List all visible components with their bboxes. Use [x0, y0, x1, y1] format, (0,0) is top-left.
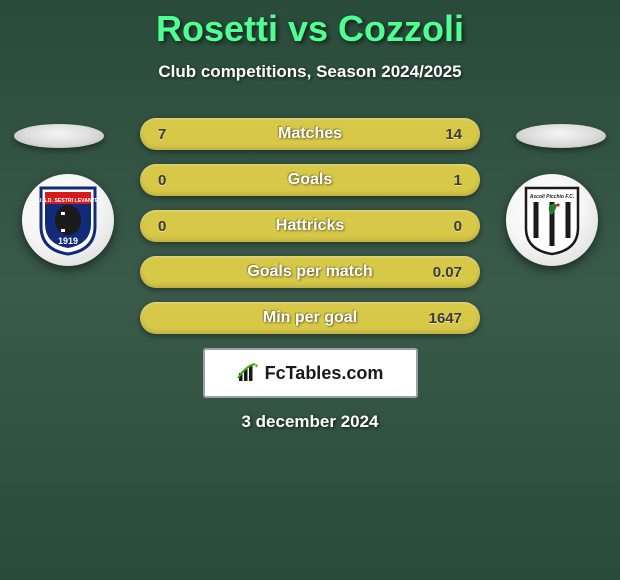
- stat-left-value: 0: [158, 218, 198, 235]
- stat-left-value: 0: [158, 172, 198, 189]
- svg-text:Ascoli Picchio F.C.: Ascoli Picchio F.C.: [529, 194, 574, 200]
- ascoli-picchio-crest-icon: Ascoli Picchio F.C.: [522, 184, 582, 256]
- stat-row-min-per-goal: Min per goal 1647: [140, 302, 480, 334]
- date-text: 3 december 2024: [0, 412, 620, 432]
- stat-label: Matches: [278, 125, 342, 143]
- svg-text:1919: 1919: [58, 236, 78, 246]
- stat-row-hattricks: 0 Hattricks 0: [140, 210, 480, 242]
- sestri-levante-crest-icon: U.S.D. SESTRI LEVANTE 1919: [37, 184, 99, 256]
- stat-left-value: 7: [158, 126, 198, 143]
- stat-row-goals: 0 Goals 1: [140, 164, 480, 196]
- page-title: Rosetti vs Cozzoli: [0, 8, 620, 50]
- club-badge-right: Ascoli Picchio F.C.: [506, 174, 598, 266]
- stat-label: Hattricks: [276, 217, 344, 235]
- infographic-container: Rosetti vs Cozzoli Club competitions, Se…: [0, 0, 620, 432]
- stat-label: Goals per match: [247, 263, 372, 281]
- player-disc-left: [14, 124, 104, 148]
- stat-right-value: 14: [422, 126, 462, 143]
- stat-label: Min per goal: [263, 309, 357, 327]
- fctables-logo: FcTables.com: [203, 348, 418, 398]
- stat-row-goals-per-match: Goals per match 0.07: [140, 256, 480, 288]
- fctables-logo-text: FcTables.com: [265, 363, 384, 384]
- bar-chart-icon: [237, 363, 259, 383]
- stat-label: Goals: [288, 171, 332, 189]
- subtitle: Club competitions, Season 2024/2025: [0, 62, 620, 82]
- stat-right-value: 1: [422, 172, 462, 189]
- stat-row-matches: 7 Matches 14: [140, 118, 480, 150]
- player-disc-right: [516, 124, 606, 148]
- stat-right-value: 1647: [422, 310, 462, 327]
- club-badge-left: U.S.D. SESTRI LEVANTE 1919: [22, 174, 114, 266]
- svg-text:U.S.D. SESTRI LEVANTE: U.S.D. SESTRI LEVANTE: [38, 198, 99, 204]
- stat-right-value: 0.07: [422, 264, 462, 281]
- stats-section: U.S.D. SESTRI LEVANTE 1919 Ascoli Picchi…: [0, 118, 620, 334]
- stat-right-value: 0: [422, 218, 462, 235]
